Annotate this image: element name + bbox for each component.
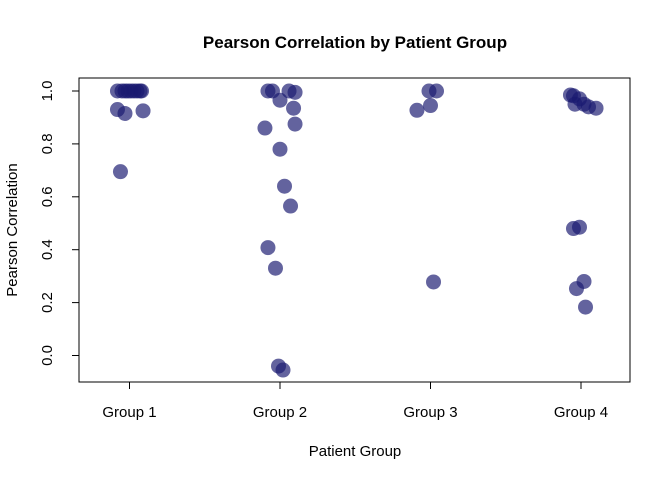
- y-axis: 0.0 0.2 0.4 0.6 0.8 1.0: [39, 81, 80, 366]
- data-point: [272, 141, 288, 157]
- y-tick-label: 0.4: [39, 239, 56, 260]
- data-points: [109, 83, 604, 378]
- y-tick-label: 0.8: [39, 133, 56, 154]
- data-point: [257, 120, 273, 136]
- data-point: [272, 92, 288, 108]
- x-tick-label: Group 2: [253, 404, 307, 421]
- x-tick-label: Group 1: [102, 404, 156, 421]
- data-point: [117, 105, 133, 121]
- data-point: [571, 219, 587, 235]
- data-point: [426, 274, 442, 290]
- chart-title: Pearson Correlation by Patient Group: [203, 33, 507, 52]
- data-point: [578, 299, 594, 315]
- y-tick-label: 1.0: [39, 81, 56, 102]
- data-point: [409, 102, 425, 118]
- data-point: [112, 164, 128, 180]
- y-tick-label: 0.6: [39, 186, 56, 207]
- data-point: [287, 116, 303, 132]
- y-axis-label: Pearson Correlation: [4, 163, 21, 296]
- data-point: [429, 83, 445, 99]
- data-point: [287, 84, 303, 100]
- data-point: [275, 362, 291, 378]
- data-point: [260, 240, 276, 256]
- data-point: [267, 260, 283, 276]
- data-point: [423, 98, 438, 114]
- data-point: [135, 103, 151, 119]
- y-tick-label: 0.2: [39, 292, 56, 313]
- y-tick-label: 0.0: [39, 345, 56, 366]
- x-axis: Group 1 Group 2 Group 3 Group 4: [102, 381, 608, 421]
- x-tick-label: Group 3: [403, 404, 457, 421]
- data-point: [286, 100, 302, 116]
- x-axis-label: Patient Group: [309, 443, 402, 460]
- data-point: [588, 100, 604, 116]
- data-point: [283, 198, 299, 214]
- data-point: [277, 178, 293, 194]
- data-point: [134, 83, 150, 99]
- data-point: [568, 281, 584, 297]
- x-tick-label: Group 4: [554, 404, 608, 421]
